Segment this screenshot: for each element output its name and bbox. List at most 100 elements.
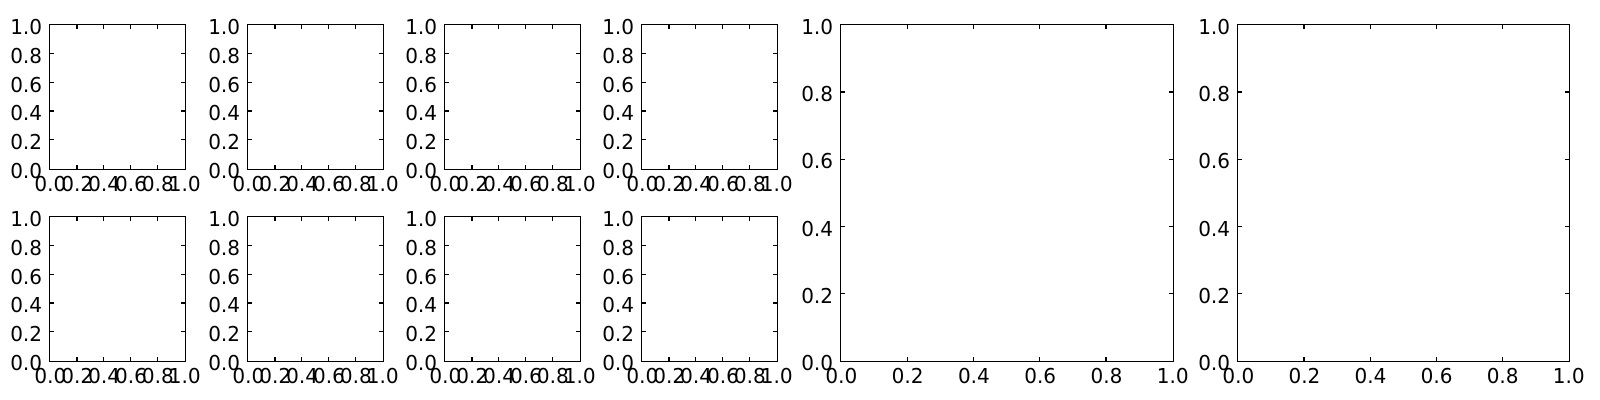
subplot-r2c2-xtick-label: 1.0: [366, 364, 399, 388]
subplot-r1c2-ytick-label: 0.4: [208, 101, 240, 126]
subplot-r2c4-left-tick: [642, 245, 646, 247]
subplot-r2c1-xtick-label: 0.4: [88, 364, 120, 388]
subplot-r2c2-right-tick: [379, 273, 383, 275]
subplot-r1c3-left-tick: [445, 81, 449, 83]
subplot-r2c4-xtick-label: 0.4: [680, 364, 712, 388]
subplot-r2c1-right-tick: [181, 245, 185, 247]
subplot-r2c2-top-tick: [354, 217, 357, 221]
subplot-large-1-ytick-label: 0.8: [801, 82, 833, 107]
subplot-r1c4-ytick-label: 0.2: [602, 130, 634, 155]
subplot-r1c4-ytick-label: 1.0: [602, 15, 634, 40]
subplot-large-1-axes: [840, 24, 1174, 362]
subplot-r2c2-ytick-label: 1.0: [208, 207, 240, 232]
subplot-r2c1-xtick-label: 1.0: [168, 364, 201, 388]
subplot-r2c3-ytick-label: 0.2: [405, 322, 437, 347]
subplot-r2c4-right-tick: [773, 245, 777, 247]
subplot-r1c2-left-tick: [248, 81, 252, 83]
subplot-r1c1-bottom-tick: [103, 165, 105, 169]
subplot-r2c1-xtick-label: 0.8: [141, 364, 174, 388]
subplot-r1c1-right-tick: [181, 110, 185, 112]
subplot-large-1-ytick-label: 0.4: [801, 216, 833, 241]
subplot-r2c1-top-tick: [129, 217, 132, 221]
subplot-r1c4-top-tick: [695, 25, 697, 29]
subplot-r1c3-top-tick: [471, 25, 473, 29]
subplot-r2c3-xtick-label: 0.2: [456, 364, 489, 388]
subplot-r1c2-xtick-label: 0.0: [232, 172, 265, 196]
subplot-large-1-right-tick: [1169, 158, 1173, 160]
subplot-r2c4-xtick-label: 1.0: [760, 364, 793, 388]
subplot-r1c2-axes: [247, 24, 384, 170]
subplot-large-1-top-tick: [906, 25, 908, 29]
subplot-r1c1-bottom-tick: [76, 165, 78, 169]
subplot-r2c4-ytick-label: 0.4: [602, 293, 634, 318]
subplot-r1c4-ytick-label: 0.0: [602, 158, 634, 183]
subplot-r1c1-top-tick: [129, 25, 132, 29]
subplot-large-1-xtick-label: 0.8: [1090, 364, 1123, 388]
subplot-r2c3-ytick-label: 0.8: [405, 235, 437, 260]
subplot-large-2-top-tick: [1369, 25, 1371, 29]
subplot-r1c2-left-tick: [248, 110, 252, 112]
subplot-large-2-ytick-label: 0.0: [1198, 350, 1230, 375]
subplot-large-2-bottom-tick: [1435, 357, 1437, 361]
subplot-large-1-xtick-label: 0.4: [957, 364, 990, 388]
subplot-r1c3-ytick-label: 0.0: [405, 158, 437, 183]
subplot-r1c4-left-tick: [642, 81, 646, 83]
subplot-r2c2-ytick-label: 0.2: [208, 322, 240, 347]
subplot-r1c3-top-tick: [524, 25, 527, 29]
subplot-large-2-xtick-label: 0.6: [1420, 364, 1453, 388]
subplot-r2c3-xtick-label: 0.4: [483, 364, 515, 388]
subplot-r1c1-xtick-label: 0.8: [141, 172, 174, 196]
subplot-large-1-right-tick: [1169, 91, 1173, 93]
subplot-r1c3-xtick-label: 1.0: [563, 172, 596, 196]
subplot-r2c3-left-tick: [445, 273, 449, 275]
subplot-large-2-top-tick: [1435, 25, 1437, 29]
subplot-r2c3-left-tick: [445, 245, 449, 247]
subplot-r1c4-xtick-label: 0.2: [653, 172, 686, 196]
subplot-r2c4-ytick-label: 0.0: [602, 350, 634, 375]
subplot-large-2-ytick-label: 1.0: [1198, 15, 1230, 40]
subplot-r1c3-xtick-label: 0.8: [536, 172, 569, 196]
subplot-r2c1-xtick-label: 0.2: [61, 364, 94, 388]
subplot-r2c4-ytick-label: 1.0: [602, 207, 634, 232]
subplot-r1c3-ytick-label: 0.6: [405, 72, 437, 97]
subplot-large-2-ytick-label: 0.8: [1198, 82, 1230, 107]
subplot-r1c1-xtick-label: 0.0: [34, 172, 67, 196]
subplot-r1c1-left-tick: [50, 53, 54, 55]
subplot-r1c3-right-tick: [576, 53, 580, 55]
subplot-r2c1-ytick-label: 0.8: [10, 235, 42, 260]
subplot-r2c3-top-tick: [551, 217, 554, 221]
subplot-r1c3-xtick-label: 0.6: [510, 172, 542, 196]
subplot-r1c2-ytick-label: 0.8: [208, 43, 240, 68]
subplot-large-2-xtick-label: 0.8: [1486, 364, 1519, 388]
subplot-r2c1-bottom-tick: [156, 357, 159, 361]
subplot-r1c3-left-tick: [445, 53, 449, 55]
subplot-r1c2-top-tick: [327, 25, 330, 29]
subplot-r2c2-xtick-label: 0.2: [259, 364, 292, 388]
subplot-r2c4-right-tick: [773, 302, 777, 304]
subplot-r2c4-axes: [641, 216, 778, 362]
subplot-r1c4-bottom-tick: [668, 165, 670, 169]
subplot-large-1-ytick-label: 1.0: [801, 15, 833, 40]
subplot-r1c2-bottom-tick: [274, 165, 276, 169]
subplot-r1c3-ytick-label: 0.2: [405, 130, 437, 155]
subplot-large-2-xtick-label: 0.0: [1222, 364, 1255, 388]
subplot-r2c2-top-tick: [301, 217, 303, 221]
subplot-r2c3-bottom-tick: [524, 357, 527, 361]
subplot-r2c4-top-tick: [695, 217, 697, 221]
subplot-r2c1-left-tick: [50, 331, 54, 333]
subplot-large-1-top-tick: [1105, 25, 1107, 29]
subplot-r1c3-xtick-label: 0.4: [483, 172, 515, 196]
subplot-r2c2-left-tick: [248, 331, 252, 333]
subplot-r2c4-top-tick: [721, 217, 724, 221]
subplot-r2c3-ytick-label: 0.4: [405, 293, 437, 318]
subplot-large-2-bottom-tick: [1369, 357, 1371, 361]
subplot-r2c4-left-tick: [642, 331, 646, 333]
subplot-large-2-ytick-label: 0.4: [1198, 216, 1230, 241]
subplot-r1c1-axes: [49, 24, 186, 170]
subplot-r2c3-top-tick: [524, 217, 527, 221]
subplot-r2c2-ytick-label: 0.6: [208, 264, 240, 289]
subplot-r2c4-right-tick: [773, 331, 777, 333]
subplot-r1c2-left-tick: [248, 139, 252, 141]
subplot-large-2-right-tick: [1565, 292, 1569, 294]
subplot-r2c2-axes: [247, 216, 384, 362]
